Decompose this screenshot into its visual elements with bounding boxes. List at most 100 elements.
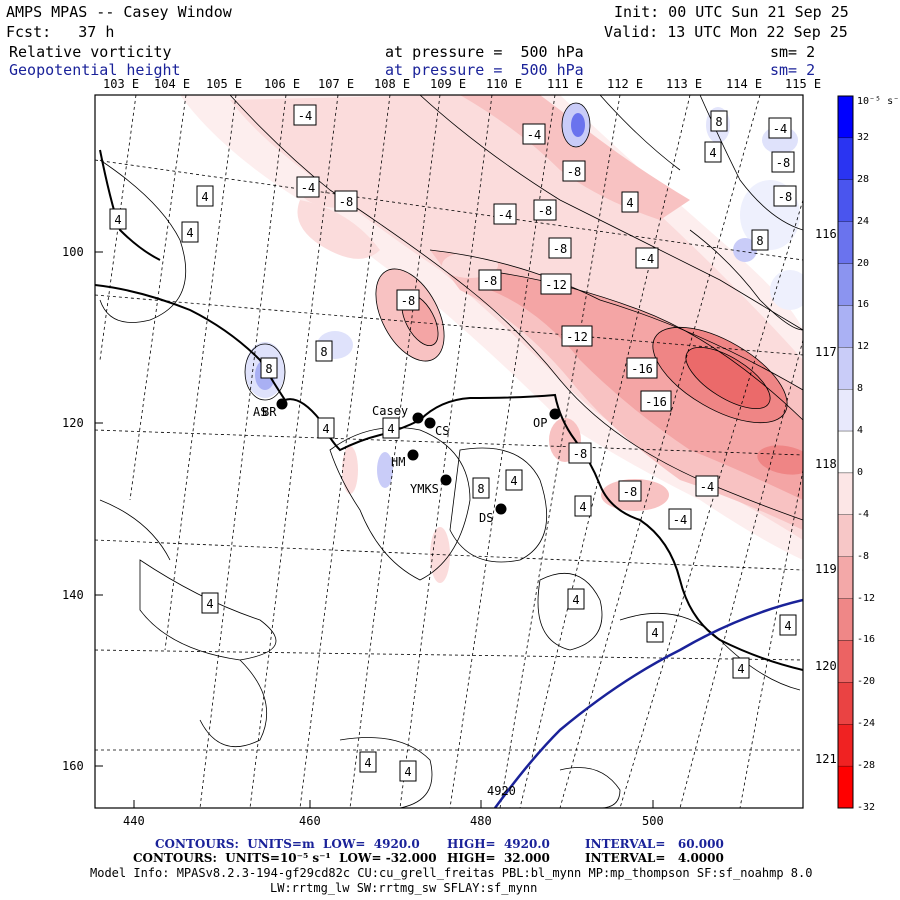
contour-label: -8 [396, 289, 420, 311]
station-dot [276, 398, 288, 410]
y-tick-label: 140 [62, 588, 84, 602]
colorbar-label: 8 [857, 383, 864, 395]
contour-label: 8 [260, 357, 278, 379]
svg-text:4: 4 [404, 765, 411, 779]
svg-text:4: 4 [579, 500, 586, 514]
contour-label: 4 [505, 469, 523, 491]
x-axis: 440 460 480 500 [123, 800, 664, 828]
station-dot [407, 449, 419, 461]
colorbar-label: 24 [857, 215, 870, 227]
station-dot [440, 474, 452, 486]
svg-text:4: 4 [572, 593, 579, 607]
colorbar-label: -28 [857, 760, 876, 772]
svg-text:8: 8 [320, 345, 327, 359]
svg-text:4: 4 [206, 597, 213, 611]
svg-text:8: 8 [265, 362, 272, 376]
svg-text:8: 8 [715, 115, 722, 129]
footer-height-contours: CONTOURS: UNITS=m LOW= 4920.0 [155, 837, 420, 851]
colorbar [837, 95, 854, 809]
colorbar-swatch [837, 263, 854, 306]
svg-text:8: 8 [756, 234, 763, 248]
svg-text:-16: -16 [645, 395, 667, 409]
height-contour-4920 [493, 598, 803, 808]
contour-label-boxes: -4 -4 -4 -8 -8 -4 -8 -8 4 4 4 -8 -4 -8 -12 -8 -12 -16 -16 -… [109, 104, 797, 782]
svg-text:-8: -8 [339, 195, 353, 209]
contour-label: 4 [621, 191, 639, 213]
svg-text:4: 4 [387, 422, 394, 436]
x-tick-label: 500 [642, 814, 664, 828]
svg-text:-16: -16 [631, 362, 653, 376]
station-label: HM [391, 455, 405, 469]
svg-text:4: 4 [186, 226, 193, 240]
colorbar-swatch [837, 556, 854, 599]
station-label: Casey [372, 404, 408, 418]
colorbar-swatch [837, 598, 854, 641]
contour-label: 4 [382, 417, 400, 439]
colorbar-swatch [837, 179, 854, 222]
contour-label: -4 [695, 475, 719, 497]
svg-text:4: 4 [784, 619, 791, 633]
svg-text:4: 4 [364, 756, 371, 770]
contour-label: 4 [646, 621, 664, 643]
svg-text:4: 4 [322, 422, 329, 436]
colorbar-label: 16 [857, 299, 870, 311]
svg-text:-8: -8 [623, 485, 637, 499]
svg-text:-4: -4 [640, 252, 654, 266]
svg-text:-4: -4 [298, 109, 312, 123]
y-tick-label: 160 [62, 759, 84, 773]
contour-label: 8 [472, 477, 490, 499]
contour-label: -8 [478, 269, 502, 291]
contour-label: -16 [640, 390, 672, 412]
contour-label: -8 [334, 190, 358, 212]
y-tick-label: 120 [62, 416, 84, 430]
svg-text:-8: -8 [538, 204, 552, 218]
colorbar-swatch [837, 221, 854, 264]
station-dot [424, 417, 436, 429]
colorbar-swatch [837, 640, 854, 683]
colorbar-swatch [837, 765, 854, 809]
init-time: Init: 00 UTC Sun 21 Sep 25 [614, 3, 849, 21]
footer-height-interval: INTERVAL= 60.000 [585, 837, 724, 851]
colorbar-label: 28 [857, 173, 870, 185]
longitude-label-top: 113 E [666, 77, 703, 91]
colorbar-swatch [837, 95, 854, 139]
station-dot [412, 412, 424, 424]
x-tick-label: 480 [470, 814, 492, 828]
contour-label: -8 [618, 480, 642, 502]
svg-text:-8: -8 [573, 447, 587, 461]
longitude-label-top: 115 E [785, 77, 822, 91]
contour-label: -16 [626, 357, 658, 379]
longitude-label-top: 108 E [374, 77, 411, 91]
svg-text:-12: -12 [566, 330, 588, 344]
longitude-label-top: 111 E [547, 77, 584, 91]
x-tick-label: 440 [123, 814, 145, 828]
station-label: BR [262, 405, 277, 419]
svg-text:-4: -4 [527, 128, 541, 142]
svg-text:4: 4 [709, 146, 716, 160]
contour-label: 4 [359, 751, 377, 773]
svg-text:-8: -8 [401, 294, 415, 308]
colorbar-label: -12 [857, 592, 876, 604]
field1-smoothing: sm= 2 [770, 43, 816, 61]
contour-label: -4 [522, 123, 546, 145]
station-label: YMKS [410, 482, 439, 496]
colorbar-swatch [837, 137, 854, 180]
longitude-label-top: 114 E [726, 77, 763, 91]
field2-level: at pressure = 500 hPa [385, 61, 584, 79]
colorbar-swatch [837, 472, 854, 515]
field2-smoothing: sm= 2 [770, 61, 816, 79]
contour-label: 8 [315, 340, 333, 362]
svg-text:-4: -4 [498, 208, 512, 222]
contour-label: -4 [293, 104, 317, 126]
contour-label: 8 [751, 229, 769, 251]
footer-model-info: Model Info: MPASv8.2.3-194-gf29cd82c CU:… [90, 866, 813, 880]
contour-label: 4 [732, 657, 750, 679]
longitude-label-top: 104 E [154, 77, 191, 91]
colorbar-label: -32 [857, 802, 876, 813]
longitude-label-top: 107 E [318, 77, 355, 91]
contour-label: -12 [540, 273, 572, 295]
svg-text:4: 4 [510, 474, 517, 488]
colorbar-unit: 10⁻⁵ s⁻¹ [857, 96, 900, 107]
